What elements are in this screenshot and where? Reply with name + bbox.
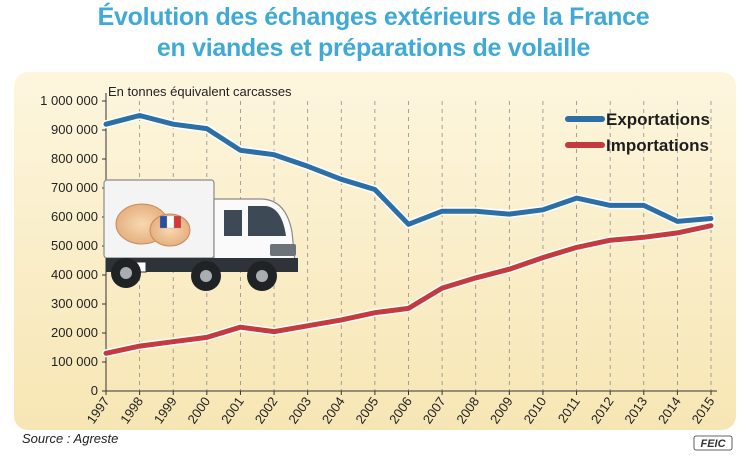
legend-label-exportations: Exportations bbox=[606, 110, 710, 129]
truck-wheel-hub-1 bbox=[120, 267, 132, 279]
y-tick-label: 500 000 bbox=[51, 238, 98, 253]
legend: Exportations Importations bbox=[565, 110, 710, 155]
french-flag-icon bbox=[166, 215, 175, 229]
y-axis-label: En tonnes équivalent carcasses bbox=[108, 84, 292, 99]
y-tick-label: 900 000 bbox=[51, 122, 98, 137]
credit-logo-text: FEIC bbox=[700, 438, 726, 450]
series-line-importations bbox=[103, 223, 714, 356]
chart-title-line-1: Évolution des échanges extérieurs de la … bbox=[97, 3, 650, 31]
credit-logo: FEIC bbox=[693, 435, 733, 451]
y-tick-label: 600 000 bbox=[51, 209, 98, 224]
legend-label-importations: Importations bbox=[606, 136, 709, 155]
truck-icon bbox=[103, 179, 298, 291]
truck-wheel-hub-2 bbox=[200, 270, 212, 282]
y-tick-label: 200 000 bbox=[51, 325, 98, 340]
truck-grille bbox=[270, 244, 296, 256]
french-flag-icon bbox=[159, 215, 168, 229]
y-tick-label: 700 000 bbox=[51, 180, 98, 195]
truck-side-window bbox=[224, 210, 242, 236]
y-tick-label: 100 000 bbox=[51, 354, 98, 369]
y-tick-label: 0 bbox=[91, 383, 98, 398]
truck-windshield bbox=[248, 206, 286, 236]
y-tick-label: 800 000 bbox=[51, 151, 98, 166]
y-tick-label: 1 000 000 bbox=[40, 93, 98, 108]
chart-title-line-2: en viandes et préparations de volaille bbox=[156, 34, 591, 62]
series bbox=[102, 111, 715, 358]
y-tick-label: 400 000 bbox=[51, 267, 98, 282]
series-line-exportations bbox=[103, 113, 714, 227]
y-tick-label: 300 000 bbox=[51, 296, 98, 311]
truck-wheel-hub-3 bbox=[256, 270, 268, 282]
source-note: Source : Agreste bbox=[22, 431, 118, 446]
french-flag-icon bbox=[173, 215, 182, 229]
